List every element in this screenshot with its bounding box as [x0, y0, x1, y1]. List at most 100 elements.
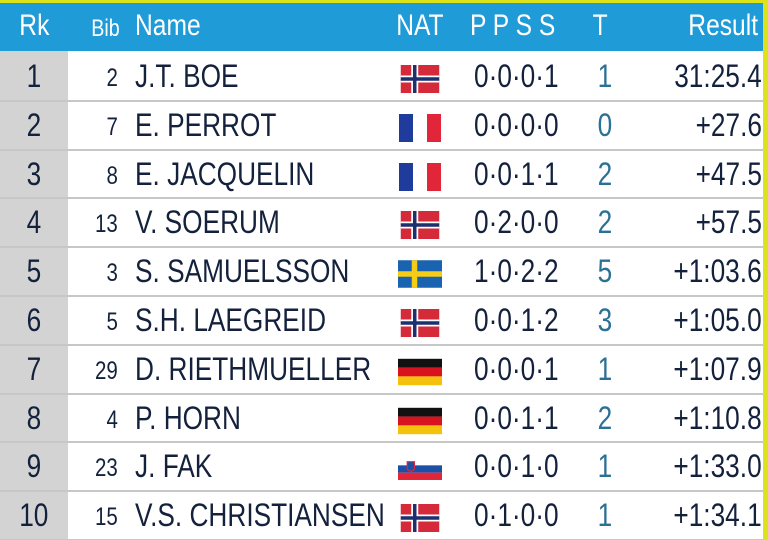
bib: 29 — [60, 357, 118, 386]
name: J. FAK — [135, 448, 397, 485]
shooting: 0·0·0·1 — [474, 58, 584, 95]
penalties: 2 — [585, 156, 625, 193]
flag — [400, 65, 440, 93]
bib-text: 4 — [106, 405, 118, 434]
flag — [400, 211, 440, 239]
result: +47.5 — [620, 156, 762, 193]
shooting-text: 1·0·2·2 — [474, 253, 559, 290]
flag — [400, 309, 440, 337]
penalties: 5 — [585, 253, 625, 290]
penalties: 1 — [585, 448, 625, 485]
rank: 8 — [0, 400, 68, 437]
shooting-text: 0·0·1·0 — [474, 448, 559, 485]
rank-text: 5 — [26, 253, 42, 290]
result: +1:05.0 — [620, 302, 762, 339]
rank: 5 — [0, 253, 68, 290]
name: V.S. CHRISTIANSEN — [135, 497, 397, 534]
penalties-text: 3 — [597, 302, 613, 338]
result-text: +1:33.0 — [673, 448, 762, 485]
row-separator — [0, 99, 763, 102]
result: 31:25.4 — [620, 58, 762, 95]
result: +1:33.0 — [620, 448, 762, 485]
shooting-text: 0·0·1·1 — [474, 399, 559, 436]
result-text: +1:03.6 — [673, 253, 762, 290]
result-text: 31:25.4 — [674, 58, 762, 94]
result-text: +1:07.9 — [673, 350, 762, 387]
result: +1:34.1 — [620, 497, 762, 534]
penalties: 1 — [585, 58, 625, 95]
flag — [399, 163, 441, 191]
rank: 7 — [0, 351, 68, 388]
row-separator — [0, 197, 763, 200]
rank: 6 — [0, 302, 68, 339]
shooting-text: 0·2·0·0 — [474, 204, 559, 241]
flag — [398, 457, 442, 481]
bib: 5 — [60, 308, 118, 337]
name: P. HORN — [135, 400, 397, 437]
header-name: Name — [135, 9, 201, 42]
bib-text: 8 — [106, 161, 118, 190]
name-text: S.H. LAEGREID — [135, 302, 327, 338]
shooting-text: 0·0·1·1 — [474, 155, 559, 192]
bib: 15 — [60, 503, 118, 532]
name-text: J.T. BOE — [135, 58, 239, 94]
rank: 10 — [0, 497, 68, 534]
row-separator — [0, 392, 763, 395]
name: S.H. LAEGREID — [135, 302, 397, 339]
result: +1:03.6 — [620, 253, 762, 290]
shooting: 0·0·1·0 — [474, 448, 584, 485]
bib-text: 15 — [95, 503, 118, 532]
bib: 3 — [60, 259, 118, 288]
result-text: +57.5 — [695, 204, 762, 241]
rank: 1 — [0, 58, 68, 95]
bib-text: 3 — [106, 259, 118, 288]
result-text: +47.5 — [695, 155, 762, 192]
result: +27.6 — [620, 107, 762, 144]
penalties: 0 — [585, 107, 625, 144]
header-result: Result — [688, 9, 758, 42]
bib: 7 — [60, 113, 118, 142]
name-text: V.S. CHRISTIANSEN — [135, 497, 385, 534]
penalties-text: 0 — [597, 106, 613, 143]
flag — [400, 504, 440, 532]
shooting: 0·0·0·0 — [474, 107, 584, 144]
rank: 9 — [0, 448, 68, 485]
penalties-text: 1 — [597, 497, 613, 534]
header-shooting: P P S S — [470, 9, 556, 42]
rank-text: 6 — [26, 302, 42, 338]
penalties: 1 — [585, 351, 625, 388]
rank-text: 3 — [26, 155, 42, 192]
penalties-text: 1 — [597, 350, 613, 387]
penalties: 2 — [585, 204, 625, 241]
bib-text: 5 — [106, 308, 118, 336]
bib: 2 — [60, 64, 118, 93]
result-text: +1:10.8 — [673, 399, 762, 436]
bib-text: 29 — [95, 356, 118, 385]
flag — [398, 358, 442, 386]
shooting-text: 0·1·0·0 — [474, 497, 559, 534]
rank-text: 7 — [26, 350, 42, 387]
name-text: E. JACQUELIN — [135, 155, 315, 192]
shooting: 0·1·0·0 — [474, 497, 584, 534]
shooting: 0·0·1·1 — [474, 156, 584, 193]
name-text: D. RIETHMUELLER — [135, 350, 372, 387]
name: D. RIETHMUELLER — [135, 351, 397, 388]
penalties: 1 — [585, 497, 625, 534]
bib-text: 2 — [106, 64, 118, 92]
rank-text: 2 — [26, 106, 42, 143]
result-text: +27.6 — [695, 106, 762, 143]
name: J.T. BOE — [135, 58, 397, 95]
flag — [398, 407, 442, 435]
row-separator — [0, 490, 763, 493]
shooting: 1·0·2·2 — [474, 253, 584, 290]
bib-text: 23 — [95, 454, 118, 483]
bib: 13 — [60, 210, 118, 239]
row-separator — [0, 343, 763, 346]
flag — [398, 260, 442, 288]
name-text: P. HORN — [135, 399, 241, 436]
name-text: E. PERROT — [135, 106, 277, 143]
rank-text: 9 — [26, 448, 42, 485]
result-text: +1:05.0 — [673, 302, 762, 338]
header-nat: NAT — [396, 9, 444, 42]
rank-text: 1 — [26, 58, 42, 94]
